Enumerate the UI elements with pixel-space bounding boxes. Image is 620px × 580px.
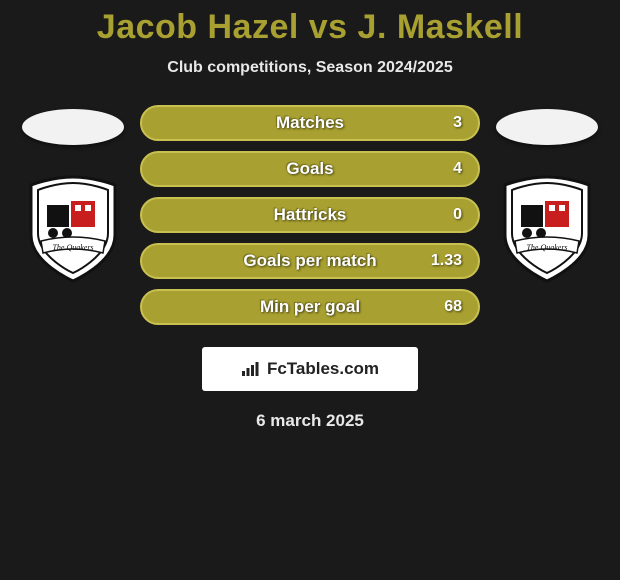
stat-bar-goals: Goals 4 bbox=[140, 151, 480, 187]
stat-label: Matches bbox=[276, 113, 344, 133]
shield-icon: The Quakers bbox=[497, 175, 597, 285]
stat-label: Hattricks bbox=[274, 205, 347, 225]
stat-bar-min-per-goal: Min per goal 68 bbox=[140, 289, 480, 325]
player-left-avatar bbox=[22, 109, 124, 145]
stat-label: Goals per match bbox=[243, 251, 376, 271]
stat-bar-matches: Matches 3 bbox=[140, 105, 480, 141]
player-left-club-badge: The Quakers bbox=[23, 175, 123, 285]
player-right-club-badge: The Quakers bbox=[497, 175, 597, 285]
stat-value: 68 bbox=[444, 298, 462, 316]
stat-bar-hattricks: Hattricks 0 bbox=[140, 197, 480, 233]
stat-value: 1.33 bbox=[431, 252, 462, 270]
player-left-col: The Quakers bbox=[18, 105, 128, 285]
svg-text:The Quakers: The Quakers bbox=[52, 243, 93, 252]
stat-bar-goals-per-match: Goals per match 1.33 bbox=[140, 243, 480, 279]
stat-value: 3 bbox=[453, 114, 462, 132]
brand-box[interactable]: FcTables.com bbox=[202, 347, 418, 391]
bar-chart-icon bbox=[241, 361, 261, 377]
stats-column: Matches 3 Goals 4 Hattricks 0 Goals per … bbox=[140, 105, 480, 325]
subtitle: Club competitions, Season 2024/2025 bbox=[0, 59, 620, 77]
stat-value: 4 bbox=[453, 160, 462, 178]
comparison-card: Jacob Hazel vs J. Maskell Club competiti… bbox=[0, 0, 620, 431]
shield-icon: The Quakers bbox=[23, 175, 123, 285]
svg-text:The Quakers: The Quakers bbox=[526, 243, 567, 252]
player-right-col: The Quakers bbox=[492, 105, 602, 285]
date-text: 6 march 2025 bbox=[0, 411, 620, 431]
main-row: The Quakers Matches 3 Goals 4 Hattricks … bbox=[0, 105, 620, 325]
stat-label: Goals bbox=[286, 159, 333, 179]
stat-label: Min per goal bbox=[260, 297, 360, 317]
player-right-avatar bbox=[496, 109, 598, 145]
page-title: Jacob Hazel vs J. Maskell bbox=[0, 8, 620, 47]
brand-label: FcTables.com bbox=[267, 359, 379, 379]
stat-value: 0 bbox=[453, 206, 462, 224]
